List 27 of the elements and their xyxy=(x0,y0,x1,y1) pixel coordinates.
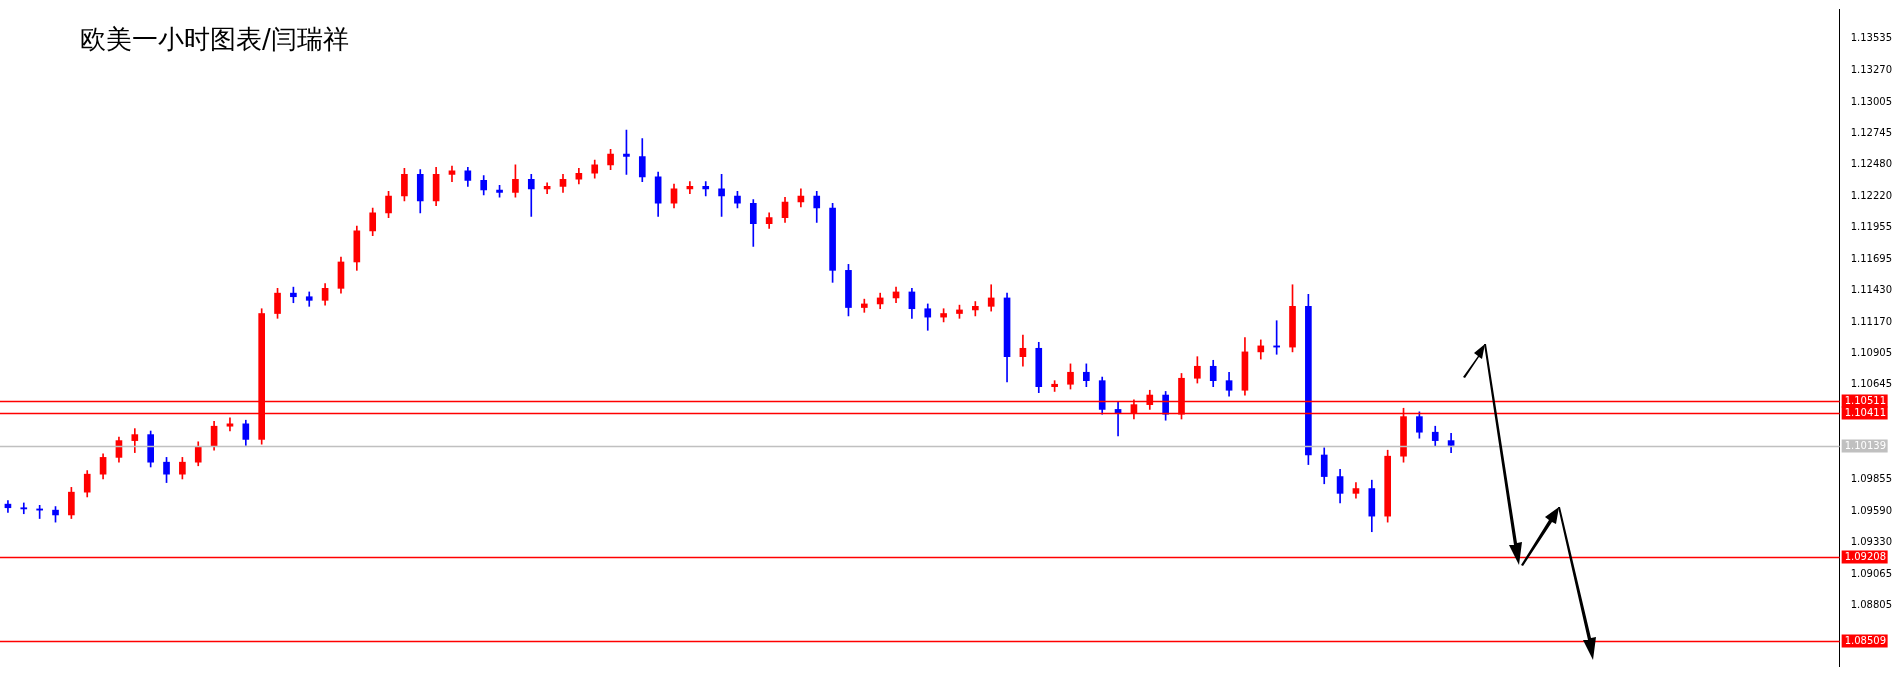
y-tick-label: 1.10645 xyxy=(1850,378,1893,390)
y-tick-label: 1.12480 xyxy=(1850,158,1893,170)
y-tick-label: 1.10905 xyxy=(1850,347,1893,359)
ref-line-label: 1.10411 xyxy=(1844,407,1887,419)
text: 欧美一小时图表/闫瑞祥 xyxy=(80,23,349,56)
y-tick-label: 1.08805 xyxy=(1850,599,1893,611)
candlestick xyxy=(527,174,535,217)
ref-line-label: 1.10511 xyxy=(1844,395,1887,407)
y-tick-label: 1.13270 xyxy=(1850,63,1893,75)
y-tick-label: 1.13535 xyxy=(1850,31,1893,43)
ref-line-label: 1.09208 xyxy=(1844,551,1887,563)
y-tick-label: 1.12745 xyxy=(1850,126,1893,138)
candlestick xyxy=(20,502,28,515)
ref-line-label: 1.08509 xyxy=(1844,635,1887,647)
y-tick-label: 1.11695 xyxy=(1850,252,1893,264)
y-tick-label: 1.09330 xyxy=(1850,536,1893,548)
y-tick-label: 1.09590 xyxy=(1850,504,1893,516)
y-tick-label: 1.11170 xyxy=(1850,315,1893,327)
y-tick-label: 1.12220 xyxy=(1850,189,1893,201)
ref-line-label: 1.10139 xyxy=(1844,440,1887,452)
candlestick xyxy=(686,181,694,194)
y-tick-label: 1.13005 xyxy=(1850,95,1893,107)
y-tick-label: 1.11430 xyxy=(1850,284,1893,296)
y-tick-label: 1.09855 xyxy=(1850,473,1893,485)
y-tick-label: 1.09065 xyxy=(1850,567,1893,579)
y-tick-label: 1.11955 xyxy=(1850,221,1893,233)
candlestick xyxy=(702,181,710,197)
